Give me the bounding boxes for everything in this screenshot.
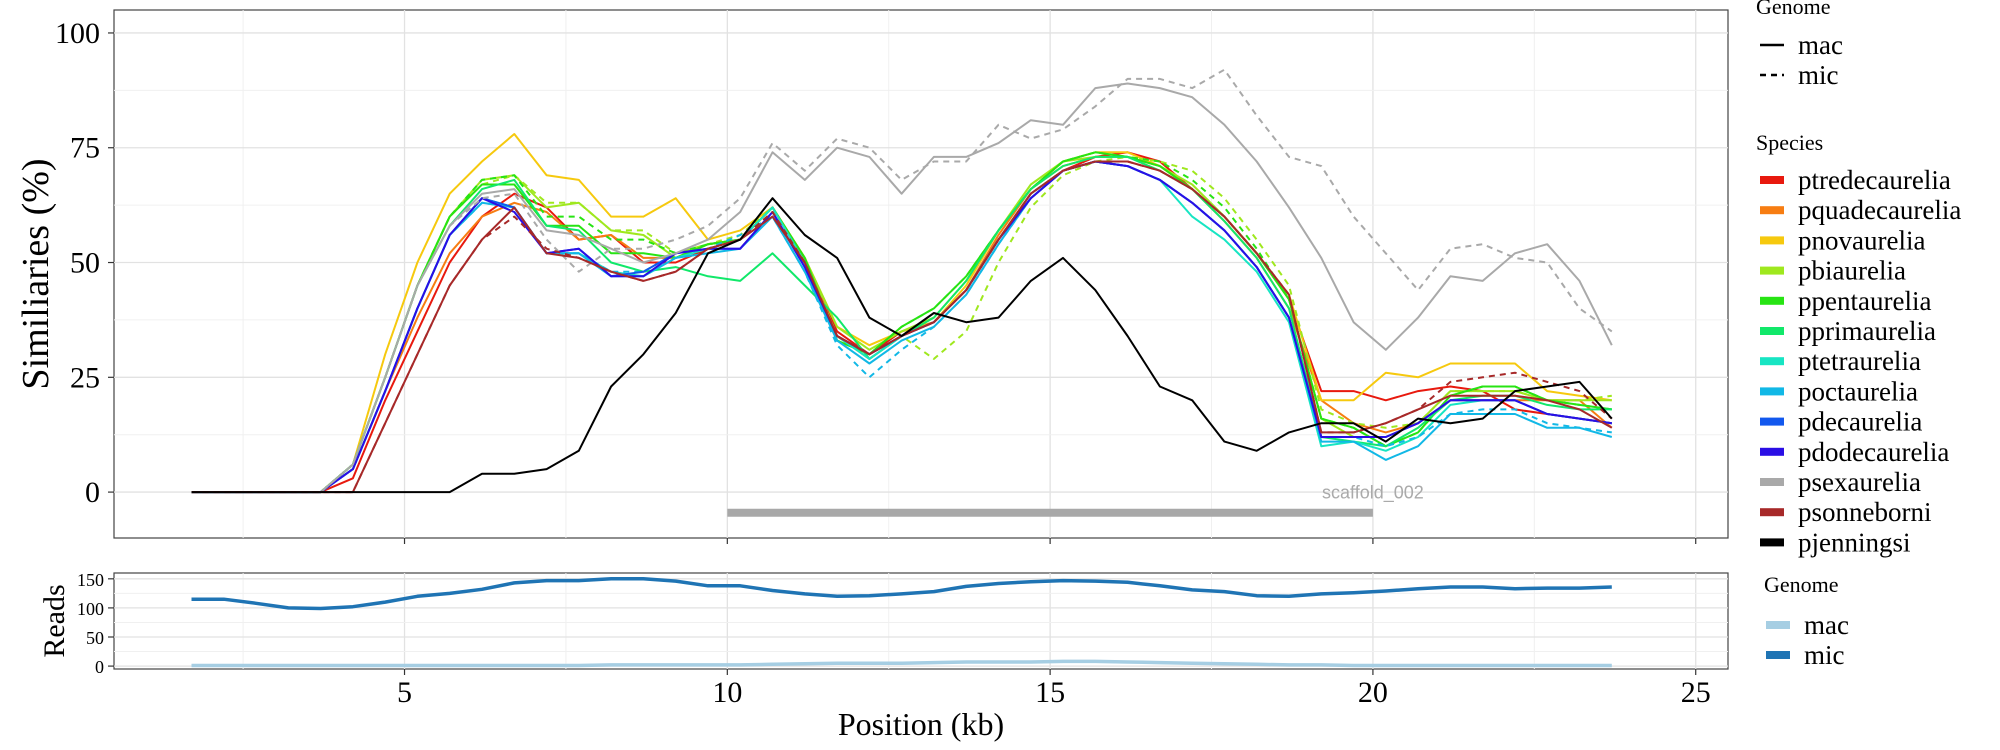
x-axis-title: Position (kb) <box>838 706 1004 742</box>
top-y-tick-label: 0 <box>85 476 100 509</box>
species-legend-label: ptetraurelia <box>1798 346 1921 376</box>
series-line-psexaurelia-mac <box>191 82 1613 494</box>
species-legend-key <box>1760 206 1784 215</box>
genome-legend-label: mac <box>1798 30 1843 60</box>
species-legend-label: pbiaurelia <box>1798 256 1906 286</box>
species-legend-key <box>1760 478 1784 486</box>
top-panel: 0 25 50 75 100 scaffold_002 Similiaries (%) <box>15 9 1729 544</box>
species-legend-label: pprimaurelia <box>1798 316 1936 346</box>
species-legend-key <box>1760 357 1784 366</box>
species-legend-label: ptredecaurelia <box>1798 165 1951 195</box>
series-line-pjenningsi-mac <box>191 197 1613 494</box>
species-legend-title: Species <box>1756 130 1823 155</box>
x-tick-label: 20 <box>1358 676 1388 709</box>
bottom-y-tick-label: 100 <box>77 599 104 619</box>
species-legend-label: psonneborni <box>1798 497 1931 527</box>
reads-genome-legend-title: Genome <box>1764 572 1839 597</box>
species-legend-label: pquadecaurelia <box>1798 195 1961 225</box>
x-tick-label: 5 <box>397 676 412 709</box>
species-legend-label: pdodecaurelia <box>1798 437 1949 467</box>
top-y-tick-label: 50 <box>70 247 100 280</box>
top-y-axis-title: Similiaries (%) <box>15 158 57 389</box>
species-legend-key <box>1760 176 1784 184</box>
x-tick-label: 10 <box>712 676 742 709</box>
bottom-x-ticks: 5 10 15 20 25 <box>397 669 1711 709</box>
species-legend-label: pdecaurelia <box>1798 407 1922 437</box>
species-legend-label: psexaurelia <box>1798 467 1921 497</box>
species-legend-items: ptredecaureliapquadecaureliapnovaureliap… <box>1760 165 1961 557</box>
species-legend-label: pnovaurelia <box>1798 225 1925 255</box>
scaffold-label: scaffold_002 <box>1322 483 1424 504</box>
top-plot-frame <box>113 9 1729 539</box>
species-legend-key <box>1760 417 1784 426</box>
bottom-series-lines <box>191 577 1612 668</box>
species-legend-key <box>1760 508 1784 517</box>
reads-legend-label: mac <box>1804 610 1849 640</box>
top-y-tick-label: 75 <box>70 132 100 165</box>
top-y-ticks: 0 25 50 75 100 <box>55 17 114 509</box>
x-tick-label: 25 <box>1681 676 1711 709</box>
species-legend-label: pjenningsi <box>1798 527 1911 557</box>
scaffold-bar <box>727 508 1373 517</box>
bottom-y-axis-title: Reads <box>38 584 71 657</box>
scaffold-annotation: scaffold_002 <box>727 483 1424 517</box>
reads-legend-key <box>1766 621 1790 629</box>
species-legend-key <box>1760 296 1784 305</box>
genome-legend-title: Genome <box>1756 0 1831 19</box>
top-x-ticks <box>403 538 1697 544</box>
bottom-y-tick-label: 50 <box>86 628 104 648</box>
species-legend-label: ppentaurelia <box>1798 286 1931 316</box>
species-legend-key <box>1760 387 1784 396</box>
species-legend-key <box>1760 447 1784 456</box>
x-tick-label: 15 <box>1035 676 1065 709</box>
bottom-y-ticks: 0 50 100 150 <box>77 570 114 677</box>
genome-legend-label: mic <box>1798 60 1839 90</box>
top-gridlines <box>114 10 1728 538</box>
reads-line-mac <box>191 659 1612 668</box>
bottom-plot-frame <box>113 572 1729 670</box>
bottom-y-tick-label: 150 <box>77 570 104 590</box>
bottom-y-tick-label: 0 <box>95 657 104 677</box>
bottom-panel: 0 50 100 150 5 10 15 20 25 Reads Position (kb) <box>38 570 1729 742</box>
series-line-psonneborni-mic <box>191 160 1613 494</box>
top-series-lines <box>191 68 1613 494</box>
species-legend-label: poctaurelia <box>1798 376 1918 406</box>
species-legend-key <box>1760 538 1784 547</box>
species-legend-key <box>1760 236 1784 245</box>
reads-legend-label: mic <box>1804 640 1845 670</box>
series-line-ppentaurelia-mic <box>191 151 1612 494</box>
reads-line-mic <box>191 577 1612 611</box>
reads-legend-key <box>1766 651 1790 659</box>
top-y-tick-label: 100 <box>55 17 100 50</box>
species-legend-key <box>1760 327 1784 335</box>
species-legend-key <box>1760 266 1784 275</box>
top-y-tick-label: 25 <box>70 361 100 394</box>
